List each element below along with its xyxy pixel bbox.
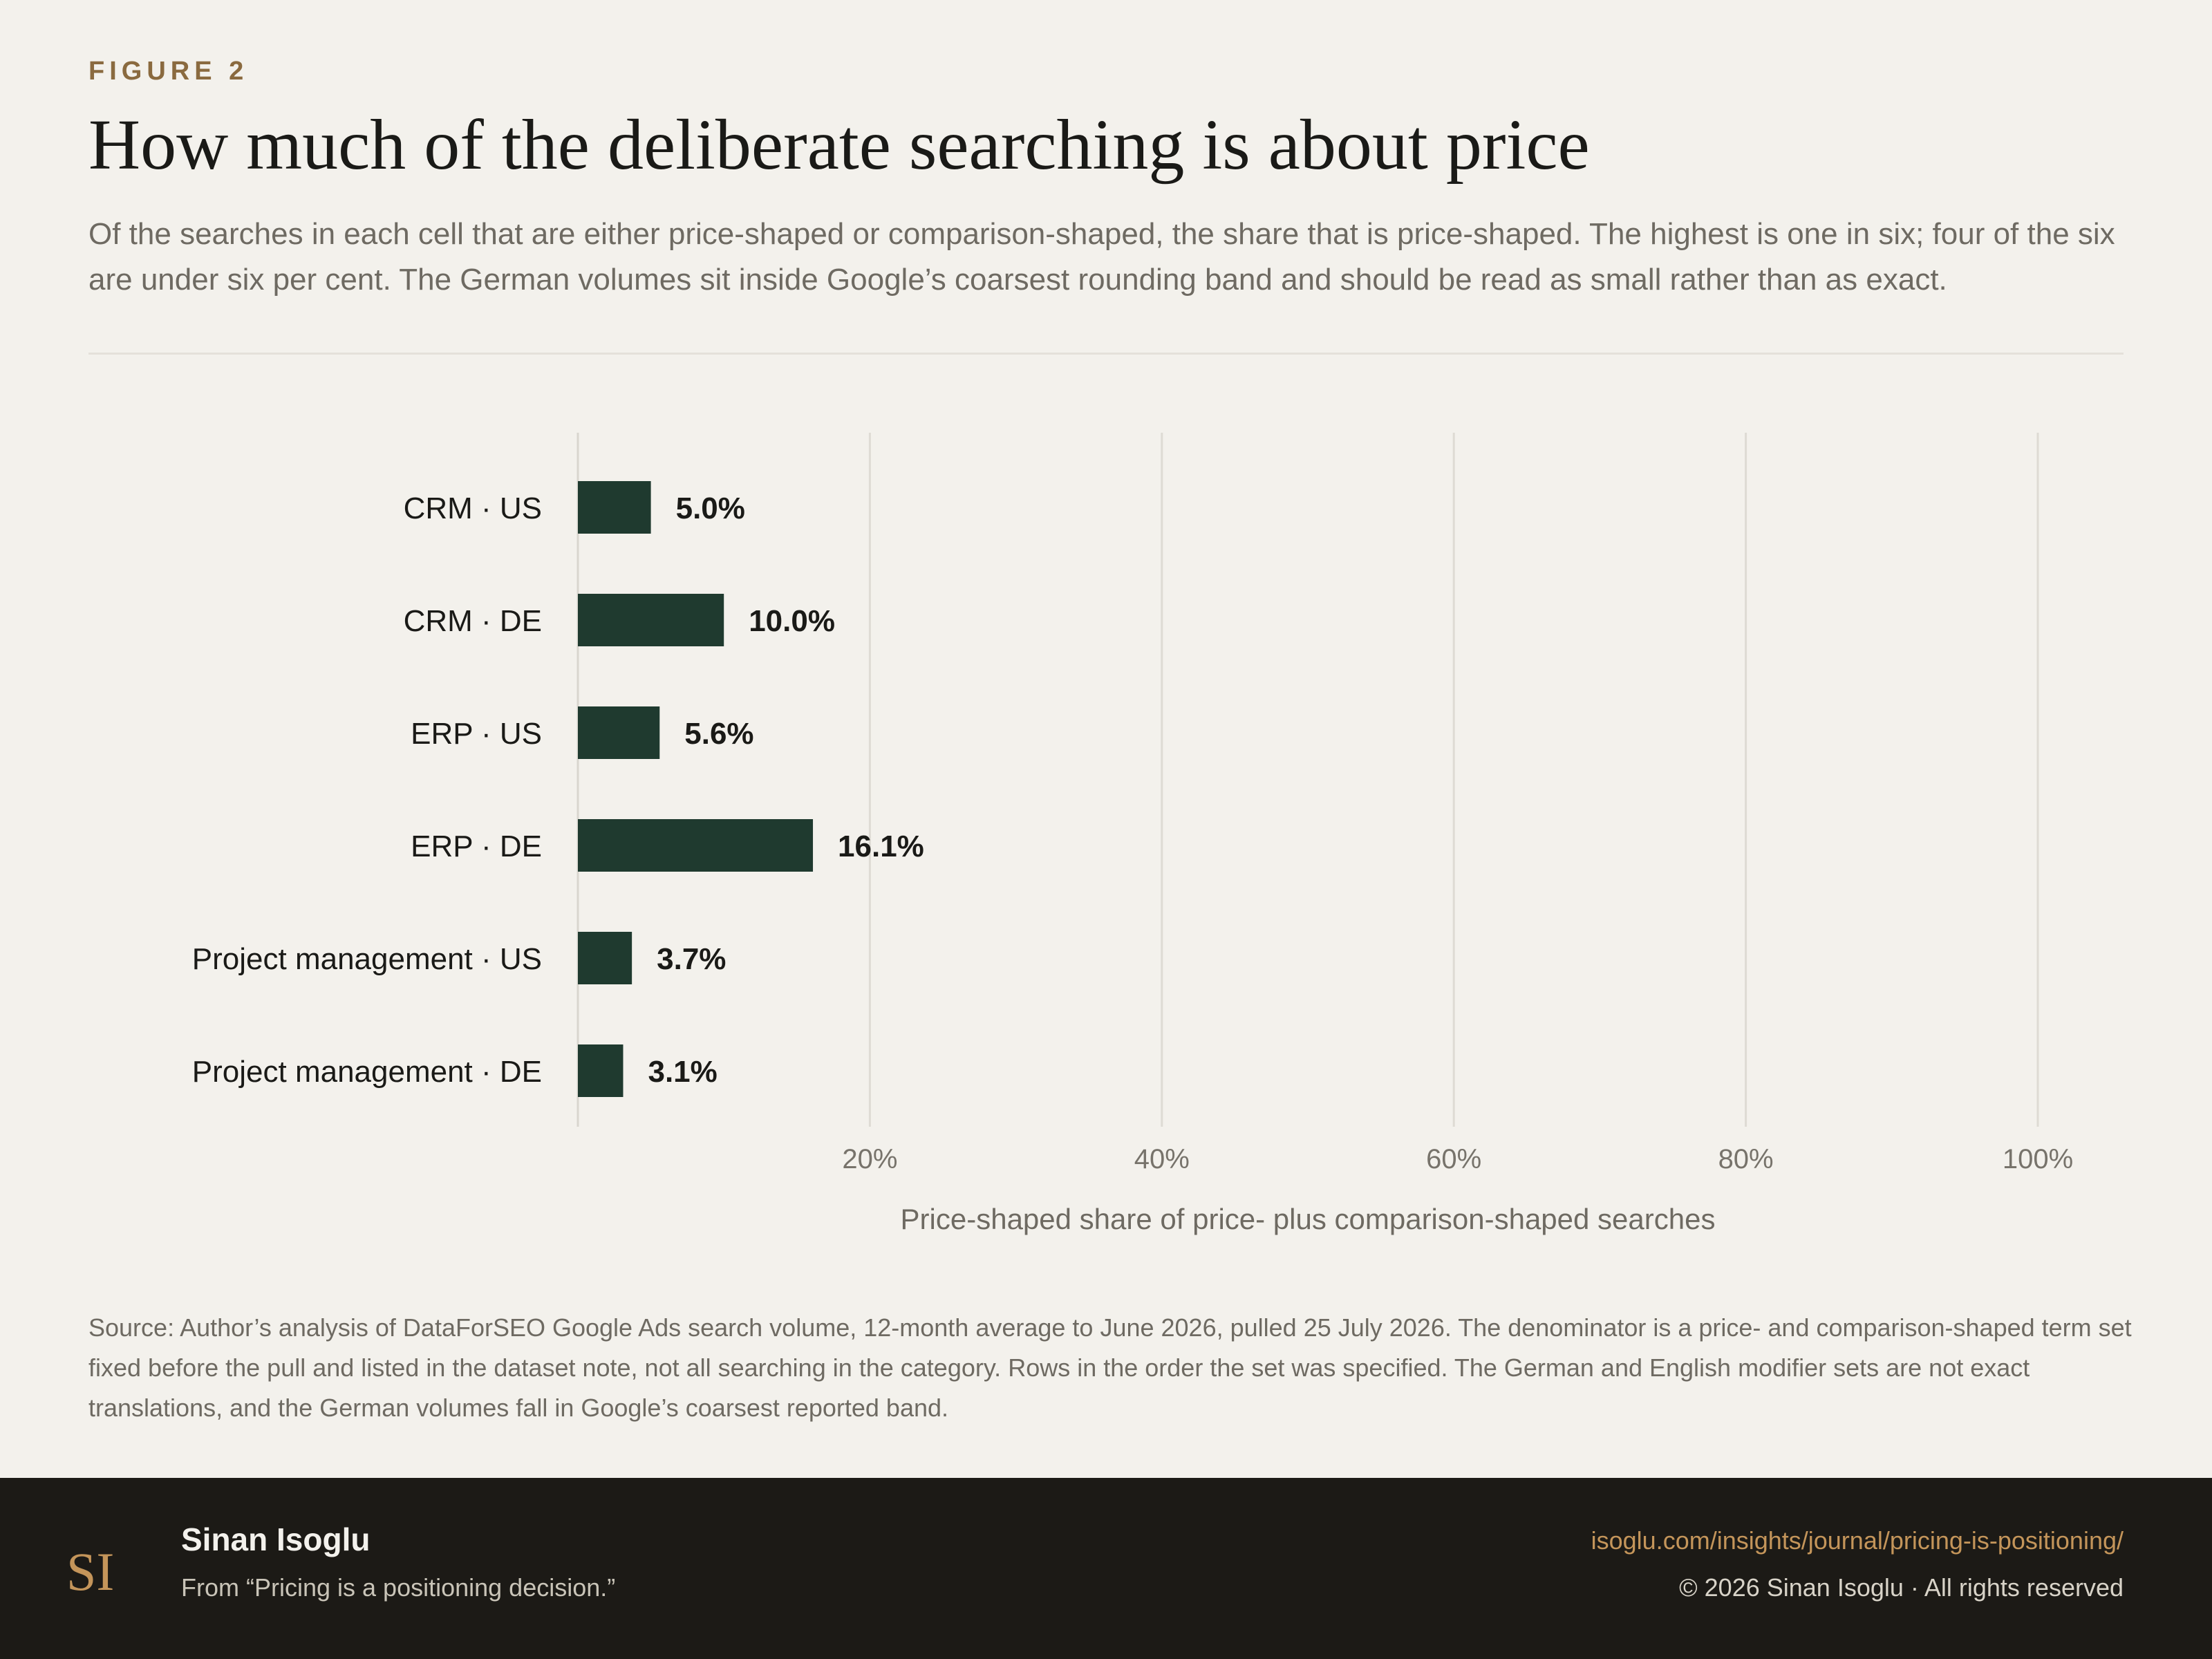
bar	[578, 932, 632, 984]
value-label: 5.0%	[676, 491, 745, 525]
value-label: 3.7%	[657, 942, 726, 976]
divider	[88, 353, 2124, 355]
bar	[578, 594, 724, 646]
article-link[interactable]: isoglu.com/insights/journal/pricing-is-p…	[1591, 1526, 2124, 1555]
bar-chart: 20% 40% 60% 80% 100% CRM · US 5.0% CRM · DE 10.0…	[192, 433, 2073, 1235]
copyright: © 2026 Sinan Isoglu · All rights reserve…	[1679, 1573, 2124, 1602]
chart-subtitle: Of the searches in each cell that are ei…	[88, 217, 2115, 297]
figure-eyebrow: FIGURE 2	[88, 57, 249, 86]
x-tick-label: 40%	[1134, 1144, 1190, 1174]
x-axis-title: Price-shaped share of price- plus compar…	[901, 1203, 1716, 1235]
category-label: CRM · DE	[404, 604, 542, 638]
x-tick-label: 100%	[2003, 1144, 2073, 1174]
author-monogram-logo: SI	[66, 1541, 114, 1601]
bar	[578, 481, 651, 534]
footer: SI Sinan Isoglu From “Pricing is a posit…	[0, 1478, 2212, 1659]
category-label: Project management · DE	[192, 1055, 542, 1089]
value-label: 5.6%	[684, 717, 753, 751]
category-label: Project management · US	[192, 942, 542, 976]
article-reference: From “Pricing is a positioning decision.…	[181, 1573, 616, 1602]
monogram-text: SI	[66, 1541, 114, 1601]
bar	[578, 1044, 624, 1097]
value-label: 10.0%	[749, 604, 835, 638]
bar	[578, 706, 660, 759]
source-note: Source: Author’s analysis of DataForSEO …	[88, 1313, 2132, 1422]
x-tick-label: 60%	[1426, 1144, 1481, 1174]
x-tick-label: 80%	[1718, 1144, 1774, 1174]
value-label: 3.1%	[648, 1055, 717, 1089]
category-label: ERP · US	[411, 717, 542, 751]
value-label: 16.1%	[838, 830, 924, 863]
author-name: Sinan Isoglu	[181, 1521, 371, 1557]
category-label: CRM · US	[404, 491, 542, 525]
chart-title: How much of the deliberate searching is …	[88, 105, 1590, 185]
x-tick-label: 20%	[842, 1144, 897, 1174]
category-label: ERP · DE	[411, 830, 542, 863]
bar	[578, 819, 814, 872]
